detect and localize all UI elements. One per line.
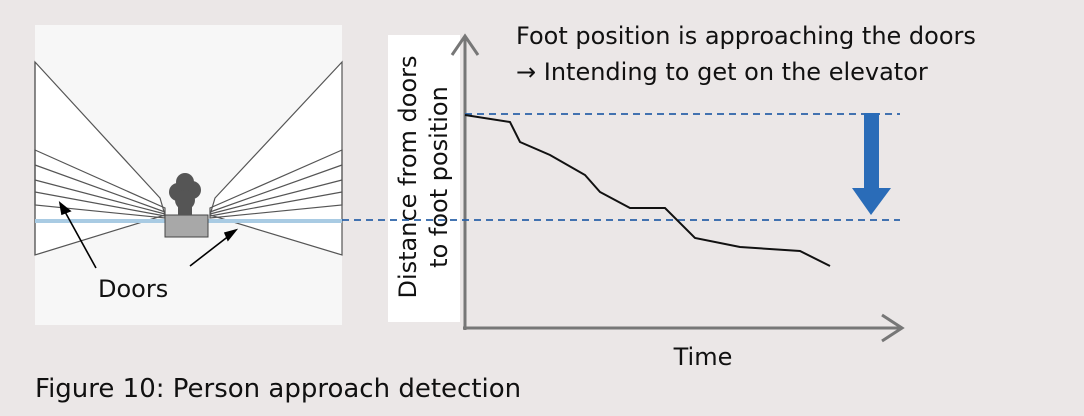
x-axis-label: Time (673, 343, 733, 371)
y-axis-label: Distance from doors (394, 55, 422, 298)
annotation: → Intending to get on the elevator (516, 58, 928, 86)
left-line (34, 164, 166, 213)
arrow-head (58, 201, 72, 216)
y-axis-label: to foot position (425, 86, 453, 268)
annotation: Foot position is approaching the doors (516, 22, 976, 50)
left-line (34, 191, 166, 217)
arrow-head (223, 228, 239, 242)
right-line (209, 164, 343, 213)
right-line (209, 191, 343, 217)
y-label-box (388, 35, 460, 322)
distance-curve (464, 114, 831, 267)
y-axis-arrow (450, 33, 480, 56)
left-line (34, 179, 166, 215)
down-arrow (852, 113, 891, 215)
doors-label: Doors (98, 275, 168, 303)
person (169, 173, 201, 215)
doors (164, 214, 209, 238)
door-arrow (189, 234, 231, 267)
right-lines (209, 149, 343, 219)
camera-view: Doors (34, 25, 343, 325)
door-arrow (63, 209, 97, 269)
right-line (209, 179, 343, 215)
caption: Figure 10: Person approach detection (35, 374, 521, 404)
x-axis-arrow (881, 313, 905, 343)
